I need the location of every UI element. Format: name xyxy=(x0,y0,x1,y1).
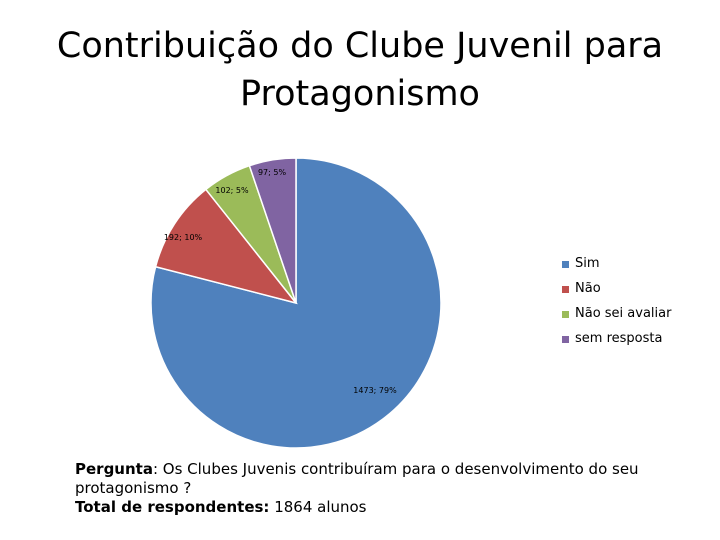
pie-data-label: 1473; 79% xyxy=(353,386,397,395)
legend-label-nao: Não xyxy=(575,281,601,296)
total-label: Total de respondentes: xyxy=(75,498,270,516)
legend-swatch-sem-resposta xyxy=(562,335,569,343)
pie-slice-n-o xyxy=(154,188,298,305)
pie-slice-sem-resposta xyxy=(248,157,297,304)
legend-item-nao: Não xyxy=(562,281,671,297)
pie-data-label: 102; 5% xyxy=(215,186,249,195)
chart-title: Contribuição do Clube Juvenil para Prota… xyxy=(40,22,680,118)
legend-item-nao-sei: Não sei avaliar xyxy=(562,306,671,322)
legend-label-sem-resposta: sem resposta xyxy=(575,331,663,346)
pie-data-label: 192; 10% xyxy=(164,233,203,242)
question-text: : Os Clubes Juvenis contribuíram para o … xyxy=(75,460,639,497)
legend-item-sim: Sim xyxy=(562,256,671,272)
chart-title-line2: Protagonismo xyxy=(240,74,480,114)
question-label: Pergunta xyxy=(75,460,153,478)
pie-data-label: 97; 5% xyxy=(258,168,287,177)
legend-swatch-nao xyxy=(562,285,569,293)
total-value: 1864 alunos xyxy=(269,498,367,516)
total-line: Total de respondentes: 1864 alunos xyxy=(75,498,675,517)
legend-item-sem-resposta: sem resposta xyxy=(562,331,671,347)
chart-title-line1: Contribuição do Clube Juvenil para xyxy=(56,26,664,66)
chart-legend: Sim Não Não sei avaliar sem resposta xyxy=(562,256,671,356)
legend-label-nao-sei: Não sei avaliar xyxy=(575,306,672,321)
question-text-block: Pergunta: Os Clubes Juvenis contribuíram… xyxy=(75,460,675,517)
legend-swatch-nao-sei xyxy=(562,310,569,318)
legend-label-sim: Sim xyxy=(575,256,600,271)
question-line: Pergunta: Os Clubes Juvenis contribuíram… xyxy=(75,460,675,498)
legend-swatch-sim xyxy=(562,260,569,268)
